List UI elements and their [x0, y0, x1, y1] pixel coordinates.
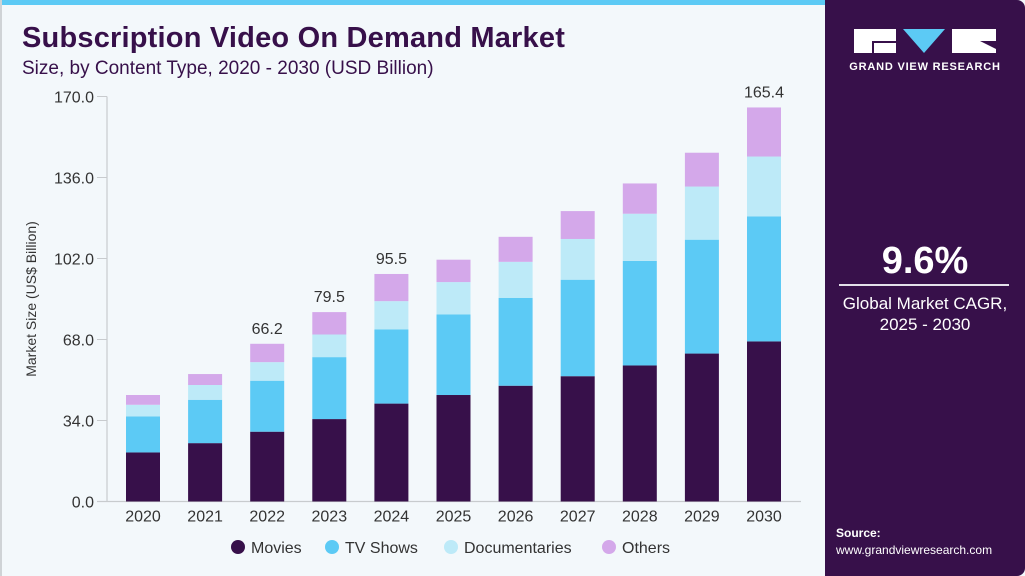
bar-segment-documentaries: [747, 156, 781, 217]
bar-segment-others: [126, 395, 160, 405]
chart-panel: Subscription Video On Demand Market Size…: [0, 0, 825, 576]
bar-segment-documentaries: [498, 261, 533, 298]
bar-segment-movies: [126, 452, 160, 502]
bar-segment-documentaries: [436, 282, 471, 315]
y-axis-label: Market Size (US$ Billion): [23, 221, 39, 377]
bar-segment-tv-shows: [250, 380, 285, 432]
bar-segment-movies: [312, 419, 347, 502]
stacked-bar-chart: 0.0 34.0 68.0 102.0 136.0 170.0 Market Size (U…: [23, 84, 801, 557]
x-tick-label: 2022: [249, 509, 285, 526]
x-tick-label: 2023: [312, 509, 348, 526]
bar-segment-documentaries: [374, 301, 409, 330]
legend-marker: [602, 540, 616, 554]
bar-segment-documentaries: [250, 362, 285, 381]
y-tick-label: 0.0: [72, 495, 94, 512]
x-tick-label: 2024: [374, 509, 410, 526]
legend-marker: [325, 540, 339, 554]
data-label: 79.5: [314, 289, 345, 306]
bar-segment-movies: [188, 443, 223, 502]
bar-segment-movies: [560, 376, 595, 502]
x-tick-label: 2029: [684, 509, 720, 526]
data-label: 165.4: [744, 84, 784, 101]
y-tick-label: 102.0: [54, 252, 94, 269]
bar-segment-tv-shows: [188, 399, 223, 444]
bar-segment-others: [436, 259, 471, 283]
bar-segment-tv-shows: [747, 216, 781, 342]
cagr-label-line2: 2025 - 2030: [879, 315, 971, 334]
bar-segment-tv-shows: [684, 239, 719, 354]
bar-segment-documentaries: [560, 238, 595, 280]
bar-segment-documentaries: [126, 404, 160, 417]
cagr-label-line1: Global Market CAGR,: [842, 294, 1008, 313]
bar-segment-tv-shows: [622, 260, 657, 366]
bar-segment-others: [312, 312, 347, 335]
bar-segment-others: [560, 211, 595, 239]
logo-text: GRAND VIEW RESEARCH: [849, 61, 1001, 73]
legend-label: TV Shows: [345, 540, 418, 557]
source-link[interactable]: www.grandviewresearch.com: [836, 543, 993, 557]
y-tick-label: 34.0: [63, 414, 94, 431]
accent-bar: [2, 0, 825, 5]
y-tick-label: 68.0: [63, 333, 94, 350]
bar-segment-others: [374, 273, 409, 302]
x-tick-label: 2021: [187, 509, 223, 526]
x-tick-label: 2030: [746, 509, 782, 526]
bar-segment-others: [622, 183, 657, 214]
cagr-label: Global Market CAGR, 2025 - 2030: [825, 293, 1025, 335]
bar-segment-tv-shows: [312, 357, 347, 420]
x-tick-label: 2026: [498, 509, 534, 526]
bar-segment-movies: [250, 431, 285, 502]
source-label: Source:: [836, 526, 881, 540]
y-tick-label: 170.0: [54, 90, 94, 107]
bar-segment-others: [250, 343, 285, 363]
divider: [839, 284, 1009, 286]
bar-segment-tv-shows: [436, 314, 471, 396]
legend-label: Movies: [251, 540, 302, 557]
data-label: 66.2: [252, 321, 283, 338]
bar-segment-others: [684, 152, 719, 187]
data-label: 95.5: [376, 251, 407, 268]
chart-title: Subscription Video On Demand Market: [22, 22, 566, 54]
bar-segment-movies: [622, 365, 657, 502]
x-tick-label: 2025: [436, 509, 472, 526]
chart-subtitle: Size, by Content Type, 2020 - 2030 (USD …: [22, 58, 434, 79]
x-tick-label: 2028: [622, 509, 658, 526]
bar-segment-others: [188, 374, 223, 386]
legend-label: Others: [622, 540, 670, 557]
bar-segment-documentaries: [622, 213, 657, 261]
bar-segment-movies: [684, 353, 719, 502]
bar-segment-movies: [436, 395, 471, 502]
info-panel: GRAND VIEW RESEARCH 9.6% Global Market C…: [825, 0, 1025, 576]
cagr-value: 9.6%: [881, 240, 969, 282]
bar-segment-tv-shows: [498, 297, 533, 386]
legend-marker: [444, 540, 458, 554]
bar-segment-tv-shows: [374, 329, 409, 404]
bar-segment-documentaries: [188, 385, 223, 400]
grand-view-research-logo: [854, 29, 996, 53]
x-tick-label: 2027: [560, 509, 596, 526]
bar-segment-movies: [747, 341, 781, 502]
bar-segment-tv-shows: [126, 416, 160, 453]
bar-segment-documentaries: [684, 186, 719, 240]
bar-segment-others: [747, 107, 781, 157]
y-tick-label: 136.0: [54, 171, 94, 188]
legend-label: Documentaries: [464, 540, 572, 557]
legend-marker: [231, 540, 245, 554]
bar-segment-tv-shows: [560, 279, 595, 377]
x-tick-label: 2020: [125, 509, 161, 526]
bar-segment-documentaries: [312, 334, 347, 358]
bar-segment-movies: [374, 403, 409, 502]
bar-segment-movies: [498, 385, 533, 502]
bar-segment-others: [498, 236, 533, 262]
